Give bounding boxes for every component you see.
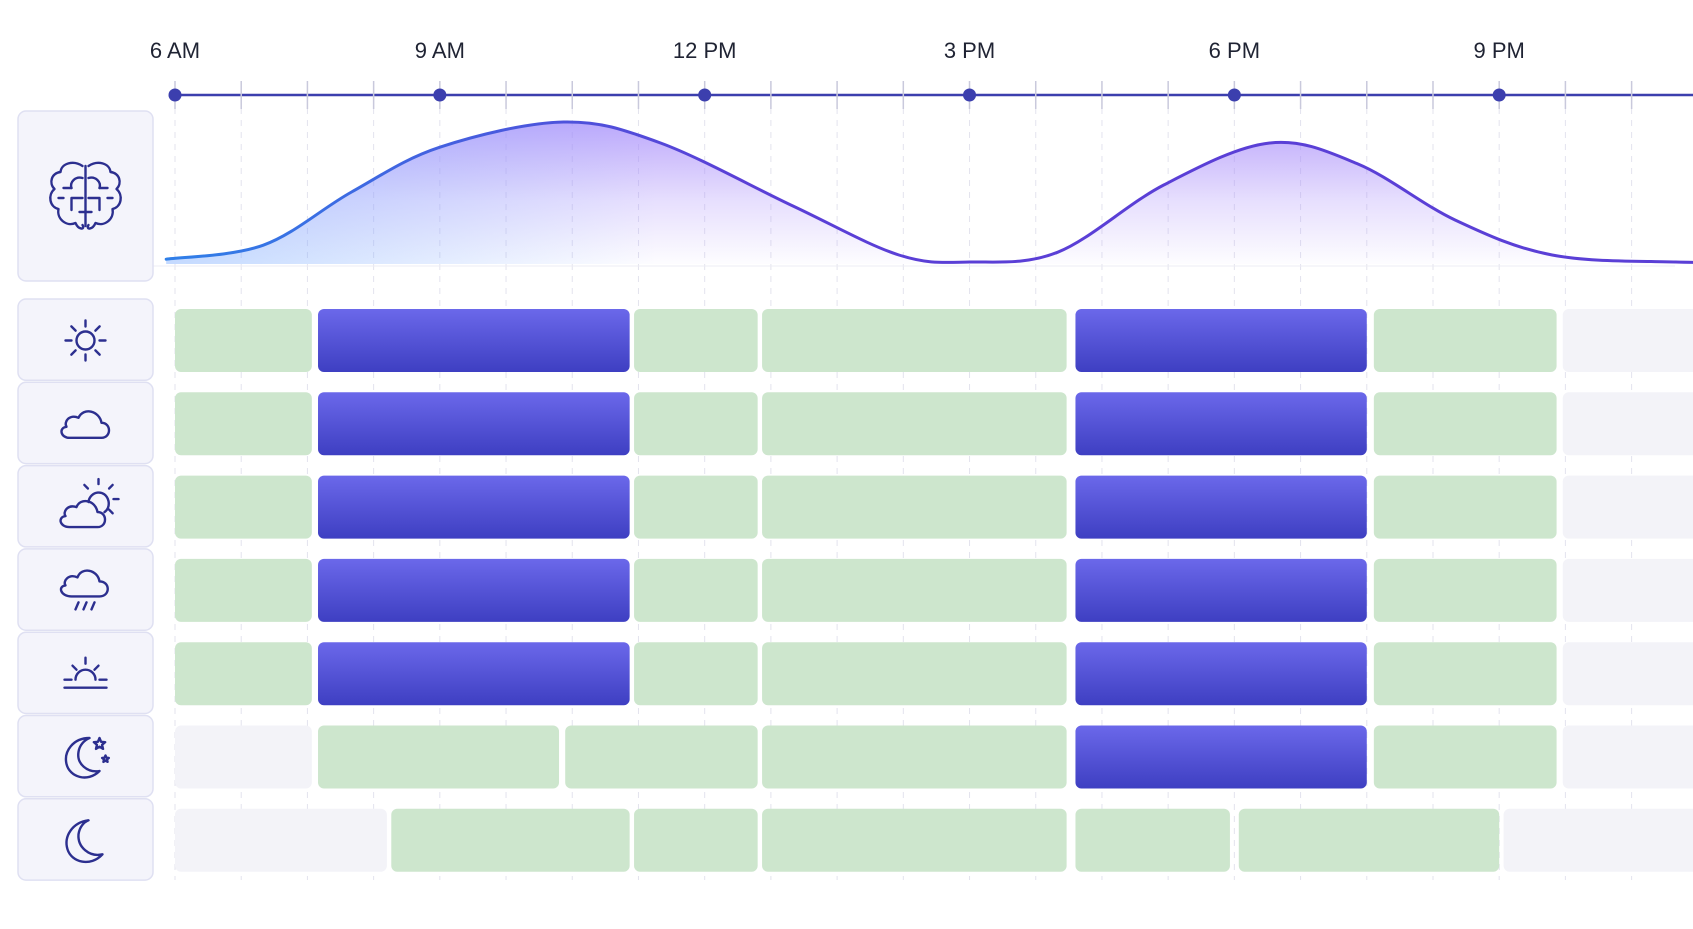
empty-block (175, 808, 387, 872)
schedule-row (17, 714, 1693, 798)
focus-curve-line (164, 120, 1693, 264)
empty-block (1562, 309, 1693, 372)
tick-label: 6 AM (150, 38, 200, 63)
moon-stars-icon (64, 736, 111, 779)
major-tick-dot (963, 88, 977, 102)
low-block (1238, 808, 1500, 872)
low-block (634, 392, 758, 456)
peak-block (1075, 475, 1367, 539)
peak-block (318, 392, 630, 456)
major-tick-dot (1492, 88, 1506, 102)
peak-block (318, 475, 630, 539)
focus-curve-area-tint (166, 121, 1693, 264)
low-block (762, 642, 1067, 706)
peak-block (1075, 725, 1367, 789)
icon-tile-bg (17, 714, 154, 798)
icon-tile-bg (17, 464, 154, 548)
low-block (634, 558, 758, 622)
low-block (175, 558, 312, 622)
low-block (762, 309, 1067, 372)
empty-block (175, 725, 312, 789)
major-tick-dot (168, 88, 182, 102)
low-block (318, 725, 560, 789)
low-block (634, 808, 758, 872)
icon-tile-bg (17, 548, 154, 631)
empty-block (1503, 808, 1693, 872)
low-block (1373, 558, 1557, 622)
schedule-row (17, 798, 1693, 881)
low-block (762, 725, 1067, 789)
low-block (1373, 642, 1557, 706)
low-block (175, 309, 312, 372)
major-tick-dot (1227, 88, 1241, 102)
low-block (391, 808, 630, 872)
major-tick-dot (433, 88, 447, 102)
low-block (1373, 475, 1557, 539)
tick-label: 9 AM (415, 38, 465, 63)
low-block (634, 309, 758, 372)
peak-block (1075, 309, 1367, 372)
schedule-row (17, 381, 1693, 465)
low-block (634, 475, 758, 539)
rain-cloud-icon (59, 569, 109, 611)
low-block (175, 392, 312, 456)
sun-icon (64, 319, 107, 362)
low-block (1373, 309, 1557, 372)
schedule-row (17, 548, 1693, 631)
empty-block (1562, 475, 1693, 539)
empty-block (1562, 392, 1693, 456)
partly-cloudy-icon (59, 477, 120, 529)
icon-tile-bg (17, 798, 154, 881)
low-block (565, 725, 758, 789)
peak-block (1075, 642, 1367, 706)
moon-icon (65, 819, 104, 864)
brain-icon (49, 161, 122, 230)
peak-block (318, 309, 630, 372)
peak-block (1075, 392, 1367, 456)
low-block (762, 392, 1067, 456)
low-block (762, 558, 1067, 622)
cloud-icon (60, 410, 111, 439)
low-block (175, 475, 312, 539)
schedule-row (17, 298, 1693, 382)
schedule-row (17, 464, 1693, 548)
tick-label: 6 PM (1209, 38, 1260, 63)
peak-block (318, 642, 630, 706)
tick-label: 3 PM (944, 38, 995, 63)
peak-block (318, 558, 630, 622)
low-block (175, 642, 312, 706)
sunrise-icon (63, 656, 108, 689)
focus-curve-icon-tile (17, 110, 154, 282)
empty-block (1562, 642, 1693, 706)
tick-label: 12 PM (673, 38, 737, 63)
peak-block (1075, 558, 1367, 622)
empty-block (1562, 558, 1693, 622)
schedule-row (17, 631, 1693, 715)
icon-tile-bg (17, 631, 154, 715)
tick-label: 9 PM (1474, 38, 1525, 63)
low-block (1373, 725, 1557, 789)
low-block (1075, 808, 1230, 872)
low-block (1373, 392, 1557, 456)
major-tick-dot (698, 88, 712, 102)
empty-block (1562, 725, 1693, 789)
low-block (762, 808, 1067, 872)
icon-tile-bg (17, 381, 154, 465)
low-block (762, 475, 1067, 539)
low-block (634, 642, 758, 706)
icon-tile-bg (17, 298, 154, 382)
